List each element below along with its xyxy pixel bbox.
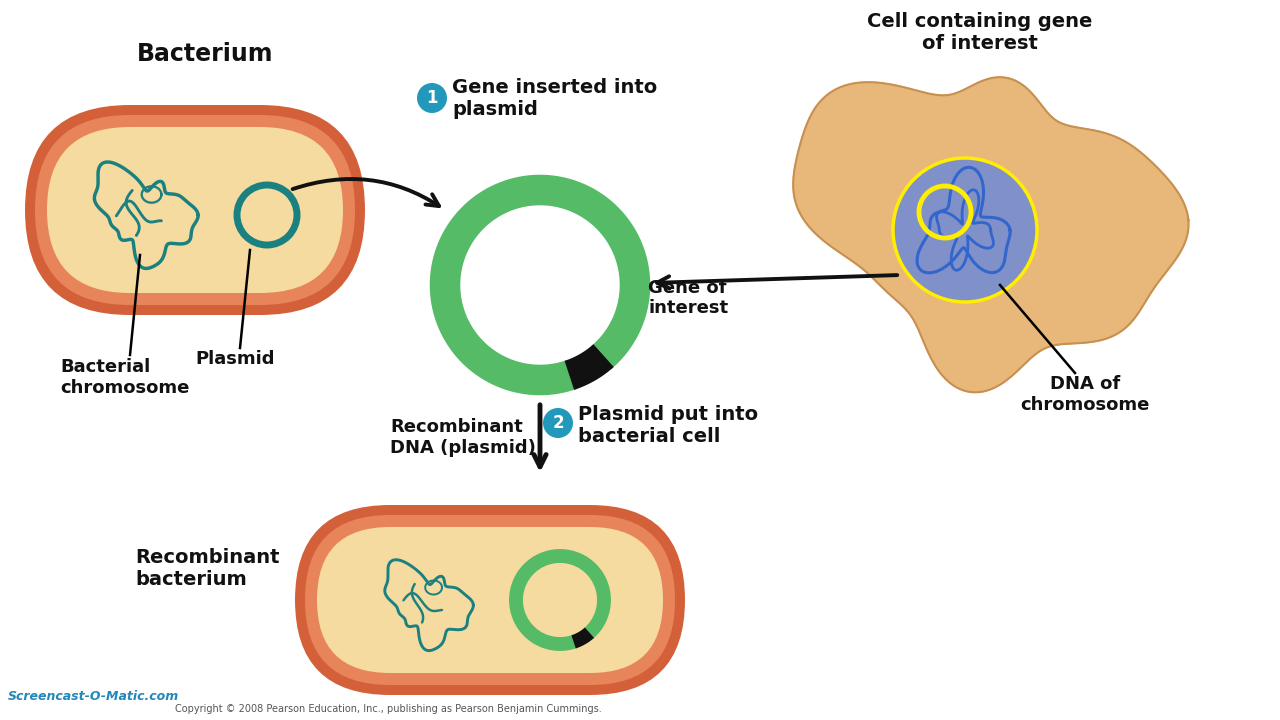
Text: Gene inserted into
plasmid: Gene inserted into plasmid xyxy=(452,78,657,119)
FancyBboxPatch shape xyxy=(47,127,343,293)
Text: Copyright © 2008 Pearson Education, Inc., publishing as Pearson Benjamin Cumming: Copyright © 2008 Pearson Education, Inc.… xyxy=(175,704,602,714)
Circle shape xyxy=(893,158,1037,302)
Text: Cell containing gene
of interest: Cell containing gene of interest xyxy=(868,12,1093,53)
FancyBboxPatch shape xyxy=(305,515,675,685)
Text: Screencast-O-Matic.com: Screencast-O-Matic.com xyxy=(8,690,179,703)
Circle shape xyxy=(417,83,447,113)
Text: Recombinant
DNA (plasmid): Recombinant DNA (plasmid) xyxy=(390,418,536,456)
Text: Bacterium: Bacterium xyxy=(137,42,273,66)
Text: Plasmid: Plasmid xyxy=(196,350,275,368)
Circle shape xyxy=(543,408,573,438)
Text: Recombinant
bacterium: Recombinant bacterium xyxy=(134,548,279,589)
FancyBboxPatch shape xyxy=(35,115,355,305)
Text: DNA of
chromosome: DNA of chromosome xyxy=(1020,375,1149,414)
Text: Gene of
interest: Gene of interest xyxy=(648,279,728,318)
FancyBboxPatch shape xyxy=(26,105,365,315)
Text: 2: 2 xyxy=(552,414,563,432)
Text: Bacterial
chromosome: Bacterial chromosome xyxy=(60,358,189,397)
Polygon shape xyxy=(794,77,1189,392)
FancyBboxPatch shape xyxy=(294,505,685,695)
Text: 1: 1 xyxy=(426,89,438,107)
FancyBboxPatch shape xyxy=(317,527,663,673)
Text: Plasmid put into
bacterial cell: Plasmid put into bacterial cell xyxy=(579,405,758,446)
